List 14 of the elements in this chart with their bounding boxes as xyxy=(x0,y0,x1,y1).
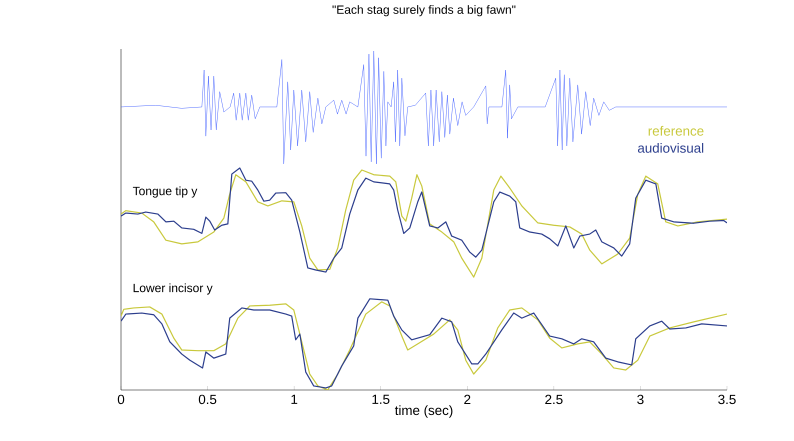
x-tick-label: 3 xyxy=(637,394,644,404)
text: audiovisual xyxy=(638,142,704,153)
text: reference xyxy=(648,126,704,136)
x-tick-label: 3.5 xyxy=(718,394,736,404)
x-tick-label: 2.5 xyxy=(545,394,563,404)
x-tick-label: 0.5 xyxy=(198,394,216,404)
x-tick-label: 1.5 xyxy=(372,394,390,404)
x-tick-label: 2 xyxy=(464,394,470,404)
annotation: Tongue tip y xyxy=(132,186,198,198)
x-axis-title: time (sec) xyxy=(394,405,452,418)
x-tick-label: 1 xyxy=(291,394,298,404)
annotation: Lower incisor y xyxy=(134,283,213,295)
chart-title: "Each stag surely finds a big fawn" xyxy=(332,5,516,16)
x-tick-label: 0 xyxy=(118,394,124,404)
